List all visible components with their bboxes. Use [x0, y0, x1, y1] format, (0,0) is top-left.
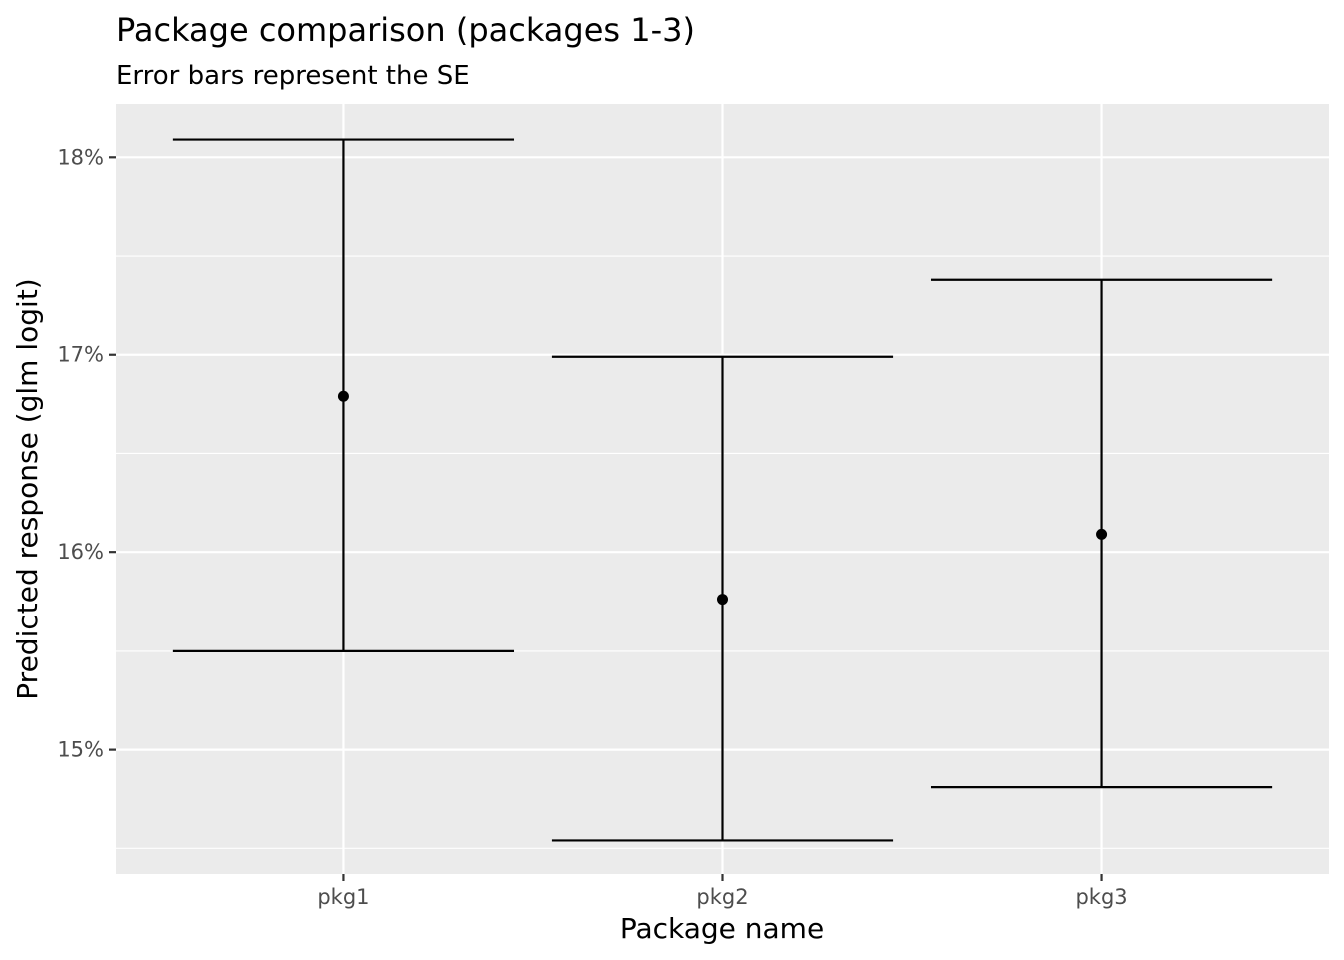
point-pkg3 [1096, 528, 1108, 540]
errorbar-pkg3 [930, 278, 1273, 789]
y-axis: 15% 16% 17% 18% [57, 145, 116, 762]
y-tick-label-0: 15% [57, 738, 104, 762]
x-tick-label-pkg1: pkg1 [317, 885, 369, 909]
y-tick-label-1: 16% [57, 540, 104, 564]
y-axis-title: Predicted response (glm logit) [11, 278, 44, 699]
x-tick-label-pkg2: pkg2 [696, 885, 748, 909]
y-tick-label-3: 18% [57, 145, 104, 169]
x-tick-label-pkg3: pkg3 [1075, 885, 1127, 909]
chart-title: Package comparison (packages 1-3) [116, 11, 695, 49]
chart-subtitle: Error bars represent the SE [116, 61, 470, 91]
y-tick-label-2: 17% [57, 343, 104, 367]
point-pkg1 [337, 390, 349, 402]
point-pkg2 [717, 594, 728, 606]
errorbar-pkg1 [172, 138, 515, 652]
x-axis: pkg1 pkg2 pkg3 [317, 874, 1128, 909]
x-axis-title: Package name [620, 912, 824, 945]
errorbar-pkg2 [551, 355, 894, 842]
error-bars [172, 138, 1273, 842]
